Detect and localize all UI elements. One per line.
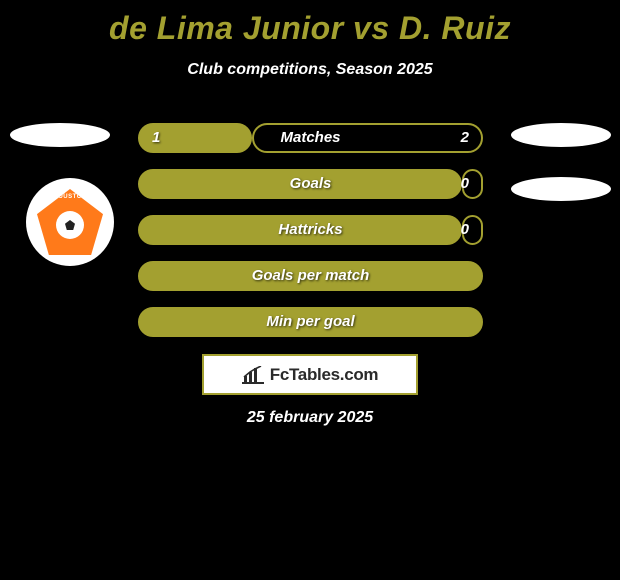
brand-box: FcTables.com bbox=[202, 354, 418, 395]
dynamo-badge-icon: HOUSTON bbox=[37, 189, 103, 255]
page-title: de Lima Junior vs D. Ruiz bbox=[0, 0, 620, 47]
stat-row: Goals per match bbox=[138, 261, 483, 291]
comparison-bars: 12Matches 0Goals 0Hattricks Goals per match… bbox=[138, 123, 483, 353]
brand-text: FcTables.com bbox=[270, 365, 379, 385]
player-left-placeholder bbox=[10, 123, 110, 147]
stat-row: 0Hattricks bbox=[138, 215, 483, 245]
stat-row: 0Goals bbox=[138, 169, 483, 199]
stat-label: Goals bbox=[138, 169, 483, 199]
stat-row: Min per goal bbox=[138, 307, 483, 337]
stat-label: Matches bbox=[138, 123, 483, 153]
player-right-placeholder bbox=[511, 123, 611, 147]
barchart-icon bbox=[242, 366, 264, 384]
stat-row: 12Matches bbox=[138, 123, 483, 153]
logo-top-text: HOUSTON bbox=[53, 194, 86, 200]
soccer-ball-icon bbox=[56, 211, 84, 239]
stat-label: Hattricks bbox=[138, 215, 483, 245]
team-right-placeholder bbox=[511, 177, 611, 201]
page-subtitle: Club competitions, Season 2025 bbox=[0, 61, 620, 79]
team-left-logo: HOUSTON bbox=[26, 178, 114, 266]
date-stamp: 25 february 2025 bbox=[0, 409, 620, 427]
stat-label: Goals per match bbox=[138, 261, 483, 291]
stat-label: Min per goal bbox=[138, 307, 483, 337]
